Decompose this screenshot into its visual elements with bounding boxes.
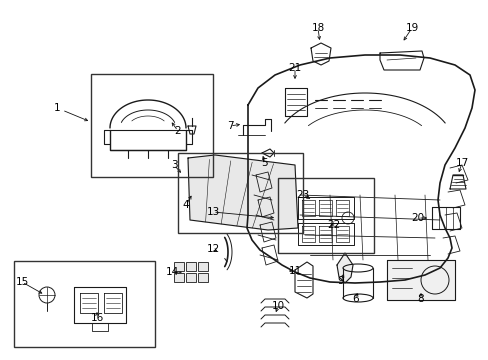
Bar: [185, 273, 196, 282]
Text: 2: 2: [174, 126, 181, 136]
Text: 20: 20: [410, 213, 424, 223]
Bar: [278, 178, 373, 253]
Text: 21: 21: [288, 63, 301, 73]
Text: 18: 18: [311, 23, 324, 33]
Bar: [91, 74, 213, 177]
Bar: [174, 273, 183, 282]
Bar: [185, 262, 196, 271]
Text: 11: 11: [288, 266, 301, 276]
Text: 8: 8: [417, 294, 424, 304]
Text: 16: 16: [90, 313, 103, 323]
Text: 3: 3: [170, 160, 177, 170]
Text: 19: 19: [405, 23, 418, 33]
Text: 4: 4: [183, 200, 189, 210]
Bar: [198, 262, 207, 271]
Text: 1: 1: [54, 103, 60, 113]
Text: 7: 7: [226, 121, 233, 131]
Text: 13: 13: [206, 207, 219, 217]
Bar: [178, 153, 303, 233]
Bar: [198, 273, 207, 282]
Text: 17: 17: [454, 158, 468, 168]
Text: 6: 6: [352, 294, 359, 304]
Text: 22: 22: [326, 220, 340, 230]
Text: 12: 12: [206, 244, 219, 254]
Text: 10: 10: [271, 301, 284, 311]
Polygon shape: [386, 260, 454, 300]
Text: 9: 9: [337, 276, 344, 286]
Polygon shape: [336, 253, 352, 283]
Text: 14: 14: [165, 267, 178, 277]
Bar: [14, 261, 155, 347]
Polygon shape: [187, 155, 297, 230]
Text: 23: 23: [296, 190, 309, 200]
Text: 5: 5: [261, 158, 268, 168]
Text: 15: 15: [15, 277, 29, 287]
Bar: [174, 262, 183, 271]
